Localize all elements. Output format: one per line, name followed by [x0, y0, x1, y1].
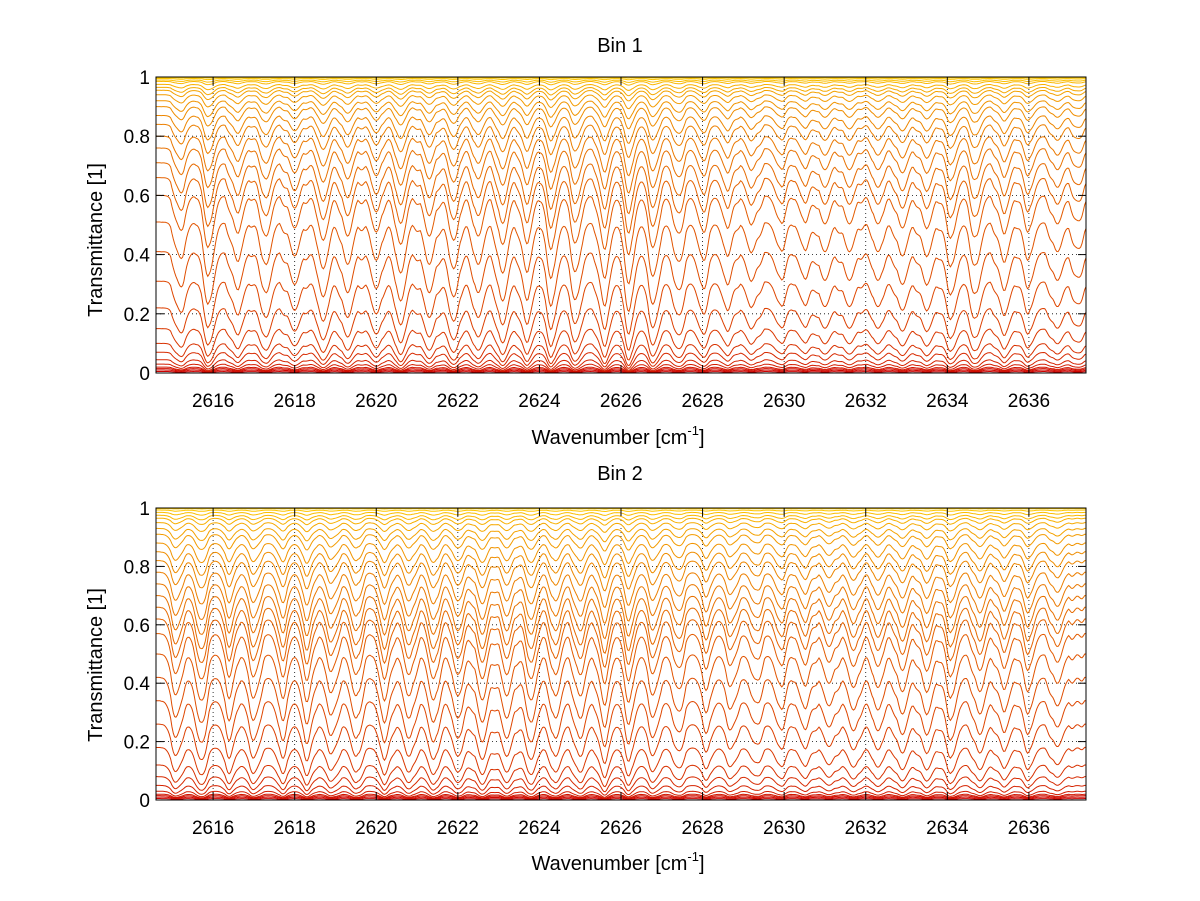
series-line — [156, 533, 1086, 552]
x-axis-ticks: 2616 2618 2620 2622 2624 2626 2628 2630 2632 2634… — [192, 508, 1050, 839]
series-line — [156, 514, 1086, 521]
y-tick-label: 0 — [139, 364, 150, 385]
series-line — [156, 583, 1086, 625]
series-line — [156, 89, 1087, 102]
series-line — [156, 542, 1086, 566]
x-tick-label: 2620 — [355, 391, 397, 412]
series-line — [156, 351, 1087, 369]
y-tick-label: 1 — [139, 499, 150, 520]
series-line — [156, 115, 1087, 145]
y-tick-label: 0.6 — [124, 186, 150, 207]
series-line — [156, 527, 1086, 543]
x-tick-label: 2626 — [600, 391, 642, 412]
y-axis-ticks: 0 0.2 0.4 0.6 0.8 1 — [124, 68, 1086, 385]
chart-panel-bin-2: Bin 2 2616 2618 2620 2622 2624 2626 2628 2630 26… — [85, 463, 1087, 875]
x-tick-label: 2634 — [926, 391, 969, 412]
x-tick-label: 2618 — [274, 818, 316, 839]
series-line — [156, 551, 1086, 579]
y-tick-label: 0 — [139, 791, 150, 812]
x-axis-label: Wavenumber [cm-1] — [531, 849, 704, 875]
series-line — [156, 776, 1086, 793]
series-line — [156, 676, 1086, 729]
y-tick-label: 0.4 — [124, 246, 151, 267]
x-tick-label: 2616 — [192, 391, 234, 412]
y-tick-label: 0.8 — [124, 127, 150, 148]
series-line — [156, 618, 1086, 669]
series-line — [156, 83, 1087, 91]
series-line — [156, 517, 1086, 526]
series-line — [156, 135, 1087, 177]
series-line — [156, 147, 1087, 194]
chart-panel-bin-1: Bin 1 2616 2618 2620 2622 2624 2626 2628 2630 26… — [85, 35, 1087, 449]
series-line — [156, 359, 1087, 371]
y-axis-label: Transmittance [1] — [85, 163, 107, 317]
x-tick-label: 2622 — [437, 391, 479, 412]
series-line — [156, 653, 1086, 707]
x-axis-label: Wavenumber [cm-1] — [531, 423, 704, 449]
x-tick-label: 2616 — [192, 818, 234, 839]
series-line — [156, 723, 1086, 765]
y-tick-label: 0.2 — [124, 733, 150, 754]
chart-title: Bin 2 — [597, 463, 643, 485]
series-line — [156, 162, 1087, 215]
series-line — [156, 595, 1086, 640]
x-tick-label: 2622 — [437, 818, 479, 839]
x-tick-label: 2628 — [681, 391, 723, 412]
x-tick-label: 2634 — [926, 818, 969, 839]
x-tick-label: 2632 — [845, 818, 887, 839]
series-line — [156, 633, 1086, 685]
series-line — [156, 522, 1086, 533]
series-line — [156, 94, 1087, 110]
x-tick-label: 2630 — [763, 818, 805, 839]
y-tick-label: 0.8 — [124, 557, 150, 578]
series-line — [155, 571, 1086, 609]
series-line — [156, 194, 1087, 256]
y-tick-label: 1 — [139, 68, 150, 89]
series-group — [156, 77, 1087, 374]
series-line — [156, 123, 1087, 159]
series-line — [156, 328, 1087, 361]
x-tick-label: 2626 — [600, 818, 642, 839]
series-line — [156, 177, 1087, 234]
y-axis-label: Transmittance [1] — [85, 588, 107, 742]
series-line — [156, 700, 1086, 748]
x-tick-label: 2636 — [1008, 818, 1050, 839]
series-line — [156, 106, 1087, 130]
x-tick-label: 2636 — [1008, 391, 1050, 412]
y-tick-label: 0.4 — [124, 674, 151, 695]
series-line — [156, 606, 1086, 654]
series-line — [156, 342, 1087, 367]
x-tick-label: 2630 — [763, 391, 805, 412]
series-line — [156, 307, 1087, 351]
series-line — [156, 251, 1087, 313]
x-tick-label: 2624 — [518, 391, 561, 412]
y-axis-ticks: 0 0.2 0.4 0.6 0.8 1 — [124, 499, 1086, 812]
grid-lines — [156, 507, 1086, 801]
x-axis-ticks: 2616 2618 2620 2622 2624 2626 2628 2630 2632 2634… — [192, 77, 1050, 412]
series-line — [156, 280, 1087, 335]
x-tick-label: 2628 — [681, 818, 723, 839]
y-tick-label: 0.6 — [124, 616, 150, 637]
series-line — [156, 221, 1087, 285]
chart-title: Bin 1 — [597, 35, 643, 57]
x-tick-label: 2624 — [518, 818, 561, 839]
x-tick-label: 2632 — [845, 391, 887, 412]
y-tick-label: 0.2 — [124, 305, 150, 326]
x-tick-label: 2620 — [355, 818, 397, 839]
series-line — [155, 746, 1086, 779]
series-line — [156, 560, 1086, 592]
series-line — [156, 100, 1087, 120]
series-line — [156, 784, 1086, 796]
series-line — [156, 764, 1086, 788]
x-tick-label: 2618 — [274, 391, 316, 412]
series-line — [156, 86, 1087, 97]
